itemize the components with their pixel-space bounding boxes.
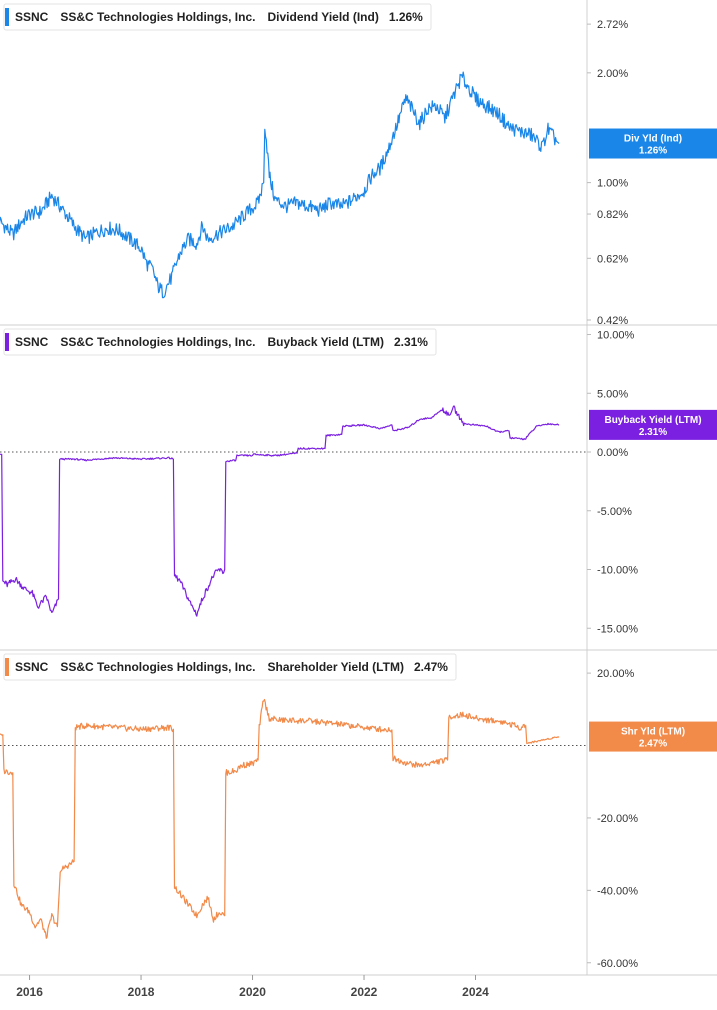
y-tick-label: -20.00%: [597, 813, 638, 825]
legend-ticker: SSNC: [15, 335, 49, 349]
y-tick-label: -15.00%: [597, 623, 638, 635]
legend-metric: Buyback Yield (LTM): [267, 335, 383, 349]
legend-color-swatch: [5, 333, 9, 351]
current-value-badge: Buyback Yield (LTM)2.31%: [589, 409, 717, 440]
legend-company: SS&C Technologies Holdings, Inc.: [60, 660, 255, 674]
legend-company: SS&C Technologies Holdings, Inc.: [60, 10, 255, 24]
badge-background: [589, 409, 717, 440]
y-tick-label: 20.00%: [597, 668, 635, 680]
y-tick-label: 0.42%: [597, 315, 628, 327]
badge-value: 2.31%: [639, 427, 667, 438]
legend-metric: Dividend Yield (Ind): [267, 10, 378, 24]
badge-value: 2.47%: [639, 739, 667, 750]
legend-current-value: 1.26%: [389, 10, 423, 24]
legend-box: [3, 328, 437, 356]
badge-value: 1.26%: [639, 146, 667, 157]
y-tick-label: -10.00%: [597, 565, 638, 577]
y-tick-label: 1.00%: [597, 178, 628, 190]
y-tick-label: 0.82%: [597, 209, 628, 221]
badge-background: [589, 128, 717, 159]
current-value-badge: Div Yld (Ind)1.26%: [589, 128, 717, 159]
legend-current-value: 2.31%: [394, 335, 428, 349]
badge-label: Shr Yld (LTM): [621, 727, 685, 738]
chart-panel-3: 20.00% -20.00% -40.00% -60.00% SSNC SS&C Tech…: [0, 649, 717, 970]
x-tick-label: 2018: [128, 985, 155, 999]
legend: SSNC SS&C Technologies Holdings, Inc. Divi…: [3, 3, 432, 31]
x-tick-label: 2020: [239, 985, 266, 999]
y-tick-label: -5.00%: [597, 506, 632, 518]
y-tick-label: 0.00%: [597, 447, 628, 459]
chart-panel-2: 10.00% 5.00% 0.00% -5.00% -10.00% -15.00% SSNC…: [0, 324, 717, 635]
badge-label: Buyback Yield (LTM): [604, 415, 701, 426]
legend-current-value: 2.47%: [414, 660, 448, 674]
y-tick-label: 5.00%: [597, 388, 628, 400]
y-tick-label: 10.00%: [597, 330, 635, 342]
legend-ticker: SSNC: [15, 660, 49, 674]
badge-background: [589, 721, 717, 752]
x-tick-label: 2022: [351, 985, 378, 999]
current-value-badge: Shr Yld (LTM)2.47%: [589, 721, 717, 752]
legend-ticker: SSNC: [15, 10, 49, 24]
legend-metric: Shareholder Yield (LTM): [267, 660, 403, 674]
badge-label: Div Yld (Ind): [624, 134, 682, 145]
legend-color-swatch: [5, 8, 9, 26]
y-tick-label: -40.00%: [597, 885, 638, 897]
legend-company: SS&C Technologies Holdings, Inc.: [60, 335, 255, 349]
x-tick-label: 2024: [462, 985, 489, 999]
legend-color-swatch: [5, 658, 9, 676]
y-tick-label: 0.62%: [597, 253, 628, 265]
chart-panel-1: 2.72% 2.00% 1.00% 0.82% 0.62% 0.42% SSNC SS&C T…: [0, 3, 717, 327]
series-line: [0, 405, 560, 617]
legend-box: [3, 3, 432, 31]
x-tick-label: 2016: [16, 985, 43, 999]
series-line: [0, 71, 560, 299]
y-tick-label: 2.00%: [597, 68, 628, 80]
legend-box: [3, 653, 457, 681]
legend: SSNC SS&C Technologies Holdings, Inc. Buyb…: [3, 328, 437, 356]
y-tick-label: -60.00%: [597, 958, 638, 970]
series-line: [0, 698, 560, 939]
y-tick-label: 2.72%: [597, 19, 628, 31]
legend: SSNC SS&C Technologies Holdings, Inc. Shar…: [3, 653, 457, 681]
